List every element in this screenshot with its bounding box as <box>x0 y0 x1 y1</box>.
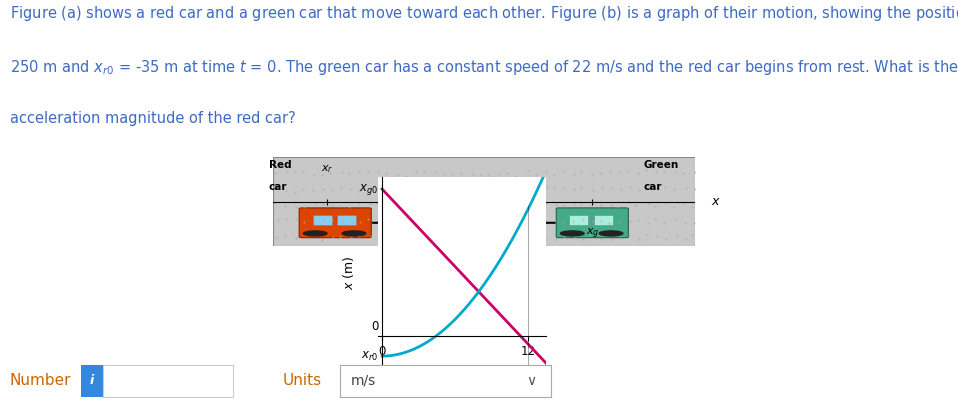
Text: m/s: m/s <box>351 374 376 388</box>
Bar <box>337 215 356 224</box>
Text: $t$ (s): $t$ (s) <box>451 378 477 393</box>
Text: Green: Green <box>644 160 679 170</box>
Text: car: car <box>644 182 663 192</box>
Bar <box>594 215 613 224</box>
Text: 0: 0 <box>371 320 378 333</box>
Bar <box>569 215 588 224</box>
Bar <box>313 215 332 224</box>
Text: ∨: ∨ <box>526 374 536 388</box>
Circle shape <box>560 231 584 236</box>
Circle shape <box>304 231 327 236</box>
Text: car: car <box>269 182 287 192</box>
Circle shape <box>600 231 623 236</box>
Text: $x$: $x$ <box>712 195 721 208</box>
Text: Number: Number <box>10 373 71 388</box>
Text: $x_{r0}$: $x_{r0}$ <box>361 349 378 363</box>
FancyBboxPatch shape <box>557 208 628 238</box>
Text: ($a$): ($a$) <box>473 255 494 273</box>
Text: $x_{g0}$: $x_{g0}$ <box>359 181 378 197</box>
Text: $x$ (m): $x$ (m) <box>340 255 355 290</box>
Text: $x_g$: $x_g$ <box>585 226 599 241</box>
Text: Red: Red <box>269 160 291 170</box>
Text: Units: Units <box>283 373 322 388</box>
Text: 250 m and $x_{r0}$ = -35 m at time $t$ = 0. The green car has a constant speed o: 250 m and $x_{r0}$ = -35 m at time $t$ =… <box>10 58 958 77</box>
Circle shape <box>342 231 366 236</box>
Text: acceleration magnitude of the red car?: acceleration magnitude of the red car? <box>10 111 295 127</box>
Text: Figure (a) shows a red car and a green car that move toward each other. Figure (: Figure (a) shows a red car and a green c… <box>10 4 958 25</box>
Text: i: i <box>90 374 94 387</box>
FancyBboxPatch shape <box>299 208 372 238</box>
Text: ($b$): ($b$) <box>451 402 473 403</box>
Text: $x_r$: $x_r$ <box>321 163 333 175</box>
